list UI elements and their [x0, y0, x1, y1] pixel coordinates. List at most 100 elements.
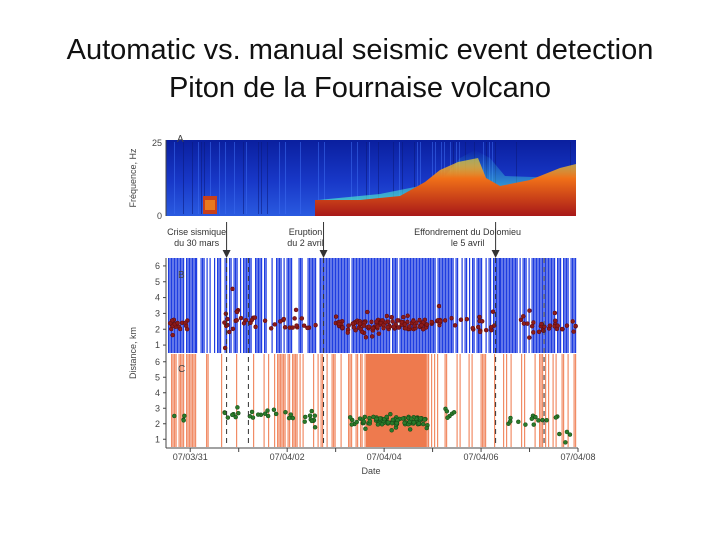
detection-stripe: [178, 354, 180, 447]
detection-stripe: [524, 354, 526, 447]
data-point: [557, 431, 562, 437]
data-point: [385, 324, 391, 330]
detection-stripe: [324, 258, 326, 353]
detection-stripe: [341, 258, 343, 353]
detection-stripe: [359, 258, 361, 353]
detection-stripe: [313, 258, 315, 353]
panel-c-label: C: [178, 364, 185, 375]
detection-stripe: [431, 354, 433, 447]
detection-stripe: [493, 258, 495, 353]
data-point: [345, 330, 351, 335]
detection-stripe: [300, 258, 302, 353]
detection-stripe: [259, 258, 261, 353]
event-label: Crise sismique: [167, 227, 226, 237]
data-point: [394, 420, 399, 426]
detection-stripe: [322, 354, 324, 447]
detection-stripe: [209, 258, 211, 353]
detection-stripe: [264, 258, 266, 353]
detection-stripe: [512, 258, 514, 353]
data-point: [235, 405, 240, 410]
event-label: du 30 mars: [174, 238, 220, 248]
detection-stripe: [496, 258, 498, 353]
detection-stripe: [357, 354, 359, 447]
detection-stripe: [528, 258, 530, 353]
detection-stripe: [537, 258, 539, 353]
data-point: [523, 422, 528, 427]
detection-stripe: [302, 354, 304, 447]
data-point: [312, 413, 318, 418]
data-point: [527, 308, 532, 313]
detection-stripe: [363, 258, 365, 353]
detection-stripe: [473, 258, 475, 353]
data-point: [403, 325, 408, 331]
data-point: [424, 322, 430, 327]
data-point: [181, 418, 186, 423]
detection-stripe: [542, 258, 544, 353]
detection-stripe: [510, 354, 512, 447]
spectrogram-stripe: [261, 142, 262, 214]
spectrogram-stripe: [324, 142, 325, 214]
data-point: [488, 324, 494, 330]
detection-stripe: [333, 258, 335, 353]
detection-stripe: [466, 258, 468, 353]
detection-stripe: [414, 258, 416, 353]
data-point: [539, 321, 544, 327]
detection-stripe: [540, 258, 542, 353]
detection-stripe: [545, 354, 547, 447]
detection-stripe: [202, 258, 204, 353]
data-point: [527, 335, 532, 340]
spectrogram-stripe: [219, 142, 220, 214]
detection-stripe: [310, 258, 312, 353]
detection-stripe: [506, 258, 508, 353]
data-point: [288, 412, 294, 417]
spectrogram-stripe: [225, 142, 226, 214]
spectrogram-stripe: [414, 142, 415, 214]
data-point: [255, 412, 261, 417]
detection-stripe: [326, 258, 328, 353]
data-point: [536, 418, 541, 423]
data-point: [374, 416, 379, 422]
detection-stripe: [327, 258, 329, 353]
spectrogram-stripe: [318, 142, 319, 214]
spectrogram-stripe: [246, 142, 247, 214]
detection-stripe: [563, 258, 565, 353]
spectrogram-early-burst-core: [205, 200, 215, 210]
data-point: [349, 422, 355, 427]
y-tick-label: 5: [155, 372, 160, 382]
detection-stripe: [483, 354, 485, 447]
detection-stripe: [309, 258, 311, 353]
panel-b-points: [167, 286, 578, 351]
detection-stripe: [258, 258, 260, 353]
data-point: [390, 319, 395, 324]
detection-stripe: [443, 258, 445, 353]
data-point: [402, 420, 407, 426]
detection-stripe: [256, 258, 258, 353]
detection-stripe: [558, 258, 560, 353]
detection-stripe: [236, 354, 238, 447]
detection-stripe: [175, 354, 177, 447]
spectrogram-stripe: [183, 142, 184, 214]
detection-stripe: [540, 354, 542, 447]
detection-stripe: [442, 258, 444, 353]
detection-stripe: [190, 354, 192, 447]
data-point: [559, 326, 565, 332]
data-point: [167, 321, 173, 326]
detection-stripe: [175, 258, 177, 353]
data-point: [230, 286, 235, 292]
data-point: [405, 313, 410, 318]
detection-stripe: [171, 258, 173, 353]
slide-title-line-2: Piton de la Fournaise volcano: [168, 72, 552, 104]
detection-stripe: [326, 354, 328, 447]
detection-stripe: [575, 258, 577, 353]
event-arrow-head: [222, 250, 231, 258]
detection-stripe: [536, 258, 538, 353]
spectrogram-stripe: [369, 142, 370, 214]
spectrogram-stripe: [402, 142, 403, 214]
x-tick-label: 07/04/02: [270, 452, 305, 462]
data-point: [389, 428, 394, 433]
detection-stripe: [519, 258, 521, 353]
detection-stripe: [286, 258, 288, 353]
detection-stripe: [283, 354, 285, 447]
data-point: [365, 309, 370, 315]
detection-stripe: [329, 258, 331, 353]
